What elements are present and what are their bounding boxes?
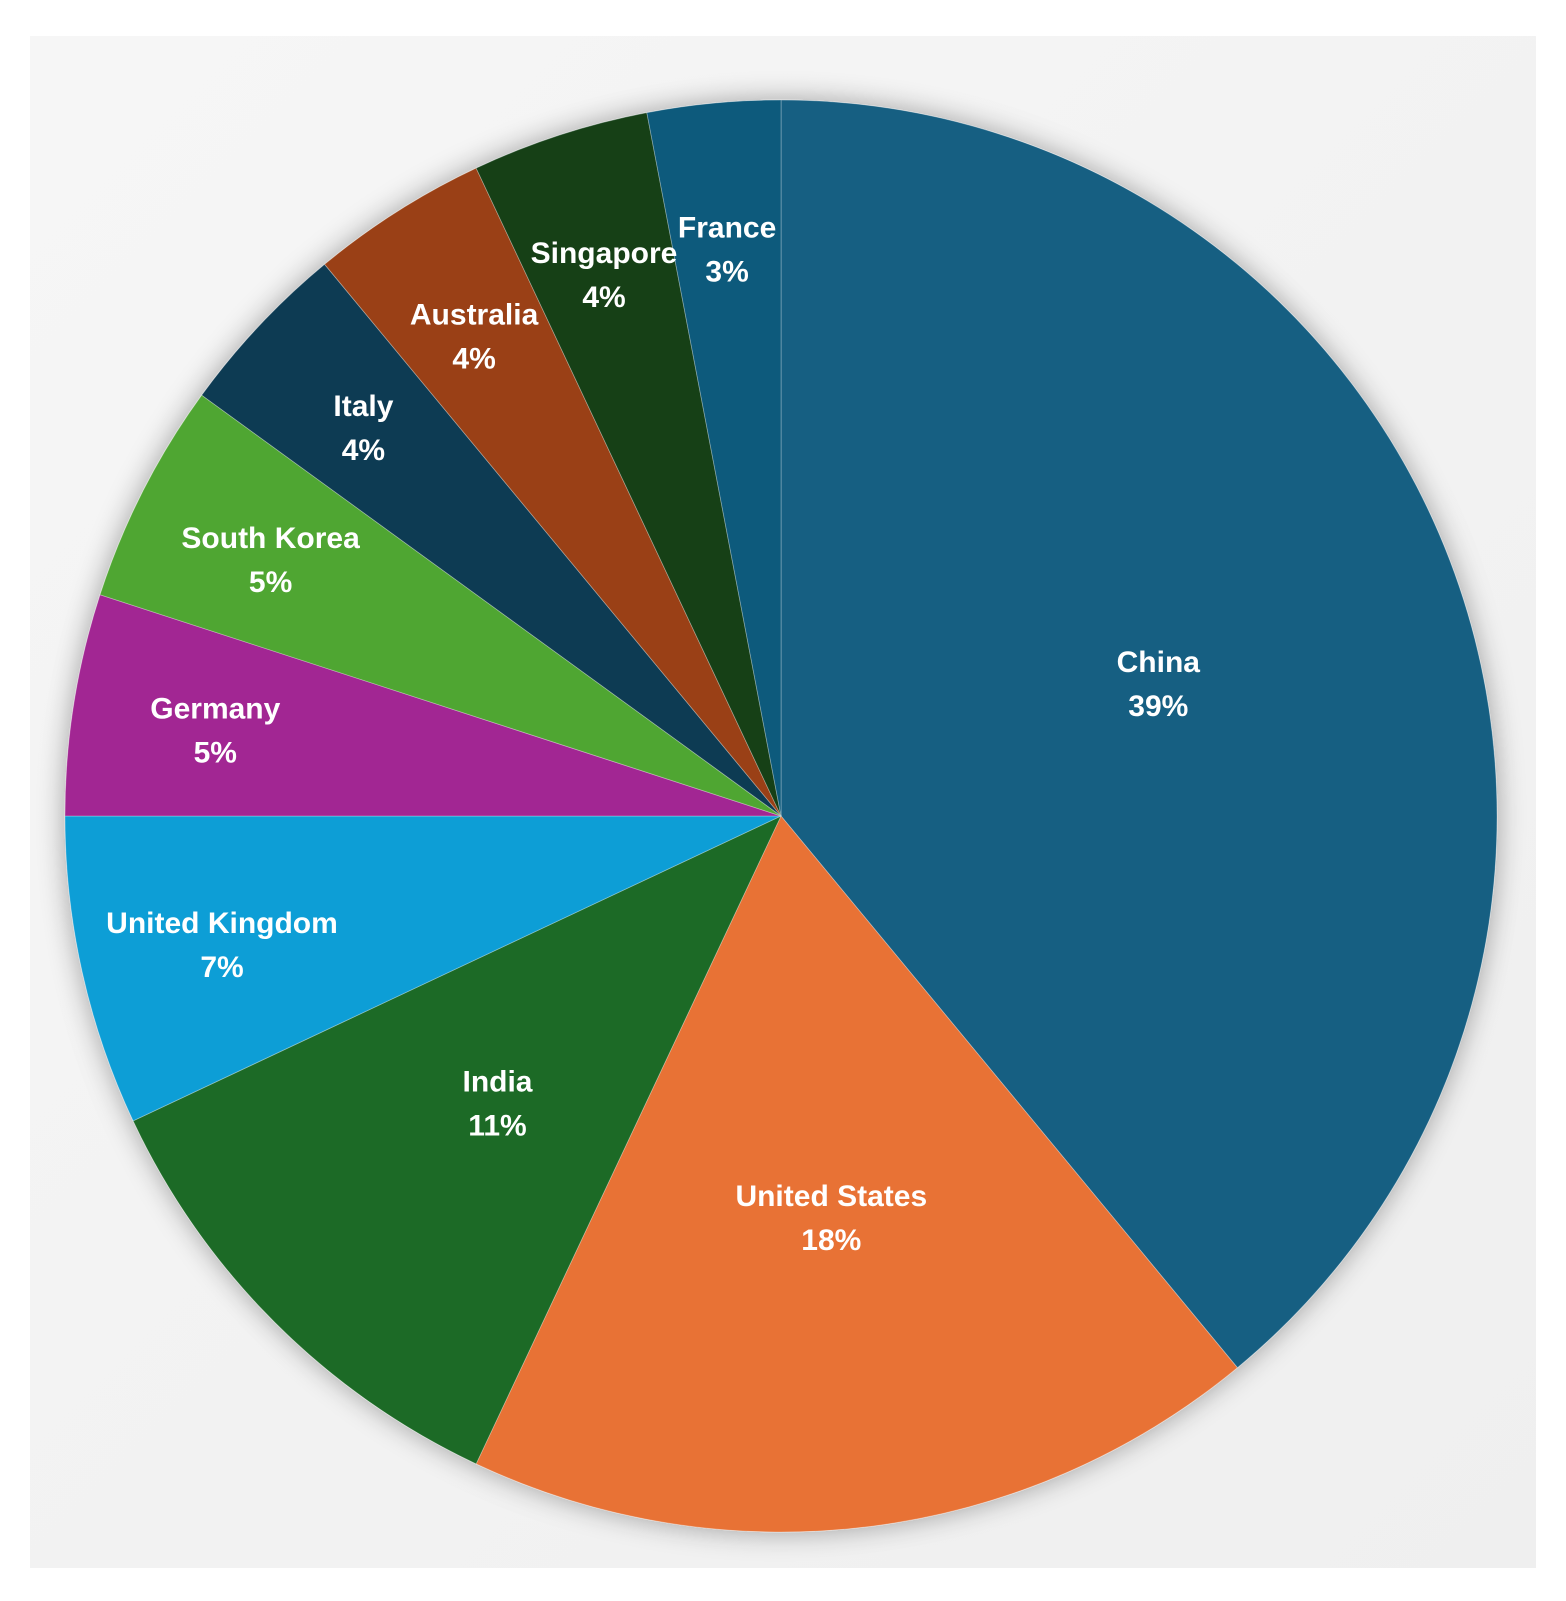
- slice-percent-label: 5%: [249, 566, 292, 599]
- pie-slice-germany: [64, 594, 782, 817]
- data-label-india: India 11%: [462, 1066, 532, 1143]
- slice-category-label: China: [1117, 646, 1201, 679]
- slice-percent-label: 7%: [200, 951, 243, 984]
- slice-category-label: South Korea: [181, 522, 360, 555]
- slice-percent-label: 4%: [582, 281, 625, 314]
- pie-slice-australia: [324, 167, 782, 817]
- slice-category-label: Australia: [410, 298, 539, 331]
- data-label-south-korea: South Korea 5%: [181, 522, 360, 599]
- slice-percent-label: 4%: [452, 342, 495, 375]
- pie-slice-singapore: [475, 112, 782, 817]
- data-label-china: China 39%: [1117, 646, 1201, 723]
- slice-percent-label: 39%: [1128, 690, 1188, 723]
- slice-category-label: France: [678, 212, 776, 245]
- pie-slice-south-korea: [99, 394, 782, 817]
- data-label-united-states: United States 18%: [735, 1180, 927, 1257]
- data-label-united-kingdom: United Kingdom 7%: [106, 907, 338, 984]
- slice-category-label: Germany: [150, 692, 280, 725]
- slice-percent-label: 5%: [194, 736, 237, 769]
- pie-slice-france: [646, 99, 782, 817]
- slice-category-label: Singapore: [531, 237, 678, 270]
- slice-category-label: United Kingdom: [106, 907, 338, 940]
- data-label-france: France 3%: [678, 212, 776, 289]
- slice-percent-label: 18%: [801, 1224, 861, 1257]
- slice-percent-label: 4%: [342, 434, 385, 467]
- pie-slice-united-states: [475, 815, 1238, 1533]
- slice-category-label: India: [462, 1066, 532, 1099]
- pie-slice-united-kingdom: [64, 815, 782, 1122]
- slice-percent-label: 11%: [468, 1110, 526, 1143]
- slice-percent-label: 3%: [705, 256, 748, 289]
- data-label-italy: Italy 4%: [333, 390, 393, 467]
- slice-category-label: Italy: [333, 390, 393, 423]
- data-label-germany: Germany 5%: [150, 692, 280, 769]
- pie-slice-italy: [201, 263, 782, 817]
- pie-slice-india: [132, 815, 782, 1465]
- slice-category-label: United States: [735, 1180, 927, 1213]
- data-label-singapore: Singapore 4%: [531, 237, 678, 314]
- pie-labels: China 39% United States 18% India 11% United K…: [106, 212, 1200, 1257]
- pie-slices: [64, 99, 1498, 1533]
- pie-slice-china: [780, 99, 1498, 1369]
- data-label-australia: Australia 4%: [410, 298, 539, 375]
